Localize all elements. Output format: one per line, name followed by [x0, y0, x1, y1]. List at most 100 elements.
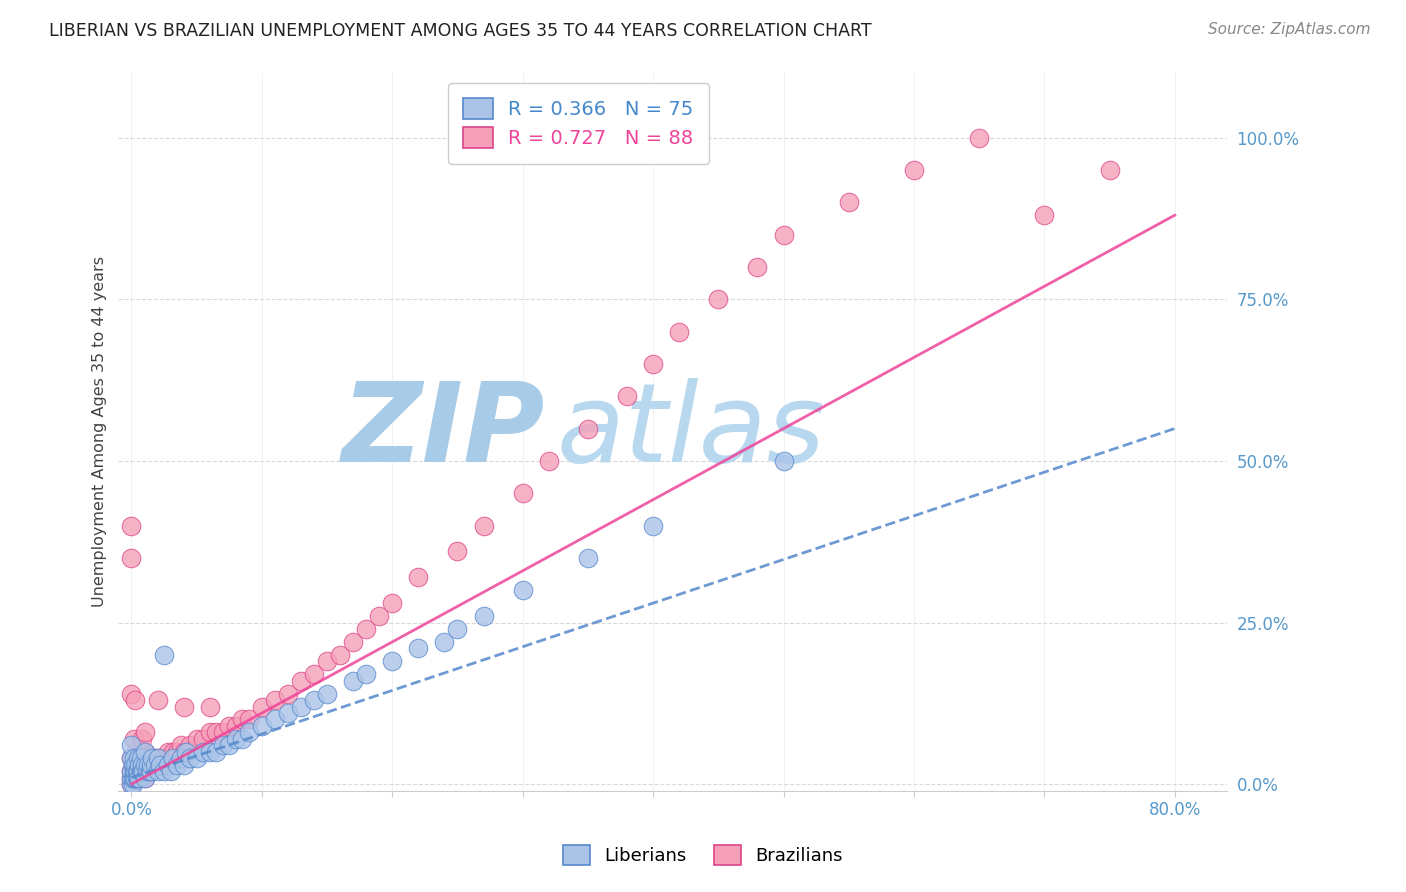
- Point: [472, 609, 495, 624]
- Point: [134, 757, 156, 772]
- Point: [408, 570, 430, 584]
- Point: [146, 751, 169, 765]
- Legend: R = 0.366   N = 75, R = 0.727   N = 88: R = 0.366 N = 75, R = 0.727 N = 88: [449, 83, 709, 164]
- Point: [127, 764, 149, 779]
- Point: [329, 648, 352, 662]
- Point: [134, 771, 156, 785]
- Point: [121, 777, 143, 791]
- Point: [316, 654, 339, 668]
- Point: [903, 163, 925, 178]
- Point: [124, 771, 146, 785]
- Point: [121, 771, 143, 785]
- Point: [121, 757, 143, 772]
- Point: [136, 764, 159, 779]
- Point: [141, 751, 163, 765]
- Text: ZIP: ZIP: [342, 378, 546, 485]
- Text: atlas: atlas: [557, 378, 825, 485]
- Point: [537, 454, 560, 468]
- Point: [156, 745, 179, 759]
- Y-axis label: Unemployment Among Ages 35 to 44 years: Unemployment Among Ages 35 to 44 years: [93, 256, 107, 607]
- Point: [1033, 208, 1056, 222]
- Point: [576, 550, 599, 565]
- Point: [198, 699, 221, 714]
- Point: [238, 713, 260, 727]
- Point: [128, 757, 150, 772]
- Point: [643, 357, 665, 371]
- Point: [433, 635, 456, 649]
- Point: [472, 518, 495, 533]
- Point: [179, 751, 201, 765]
- Point: [143, 751, 166, 765]
- Point: [231, 713, 253, 727]
- Point: [125, 771, 148, 785]
- Point: [121, 739, 143, 753]
- Point: [211, 725, 233, 739]
- Point: [170, 739, 193, 753]
- Point: [250, 699, 273, 714]
- Point: [250, 719, 273, 733]
- Point: [122, 757, 145, 772]
- Point: [643, 518, 665, 533]
- Point: [134, 757, 156, 772]
- Point: [127, 751, 149, 765]
- Point: [173, 699, 195, 714]
- Point: [125, 757, 148, 772]
- Point: [381, 596, 404, 610]
- Point: [162, 745, 184, 759]
- Point: [512, 486, 534, 500]
- Point: [264, 693, 287, 707]
- Point: [134, 771, 156, 785]
- Point: [218, 739, 240, 753]
- Point: [1098, 163, 1121, 178]
- Point: [668, 325, 690, 339]
- Point: [122, 771, 145, 785]
- Point: [138, 764, 160, 779]
- Point: [131, 764, 153, 779]
- Point: [159, 764, 181, 779]
- Point: [122, 771, 145, 785]
- Point: [218, 719, 240, 733]
- Point: [153, 648, 176, 662]
- Point: [170, 751, 193, 765]
- Point: [124, 764, 146, 779]
- Point: [231, 731, 253, 746]
- Point: [238, 725, 260, 739]
- Point: [967, 130, 990, 145]
- Point: [121, 771, 143, 785]
- Point: [174, 745, 197, 759]
- Point: [747, 260, 769, 274]
- Point: [179, 739, 201, 753]
- Point: [368, 609, 391, 624]
- Point: [129, 764, 152, 779]
- Point: [290, 673, 312, 688]
- Point: [125, 764, 148, 779]
- Point: [193, 731, 215, 746]
- Point: [166, 757, 188, 772]
- Point: [122, 764, 145, 779]
- Point: [156, 757, 179, 772]
- Point: [121, 550, 143, 565]
- Point: [186, 731, 208, 746]
- Point: [134, 725, 156, 739]
- Point: [146, 757, 169, 772]
- Point: [127, 771, 149, 785]
- Point: [143, 757, 166, 772]
- Point: [132, 757, 155, 772]
- Text: LIBERIAN VS BRAZILIAN UNEMPLOYMENT AMONG AGES 35 TO 44 YEARS CORRELATION CHART: LIBERIAN VS BRAZILIAN UNEMPLOYMENT AMONG…: [49, 22, 872, 40]
- Point: [205, 745, 228, 759]
- Point: [205, 725, 228, 739]
- Point: [124, 771, 146, 785]
- Point: [121, 771, 143, 785]
- Point: [122, 751, 145, 765]
- Point: [131, 764, 153, 779]
- Point: [225, 719, 247, 733]
- Point: [121, 751, 143, 765]
- Point: [121, 764, 143, 779]
- Point: [512, 583, 534, 598]
- Point: [707, 292, 730, 306]
- Point: [124, 693, 146, 707]
- Point: [121, 777, 143, 791]
- Point: [173, 745, 195, 759]
- Point: [153, 764, 176, 779]
- Point: [127, 751, 149, 765]
